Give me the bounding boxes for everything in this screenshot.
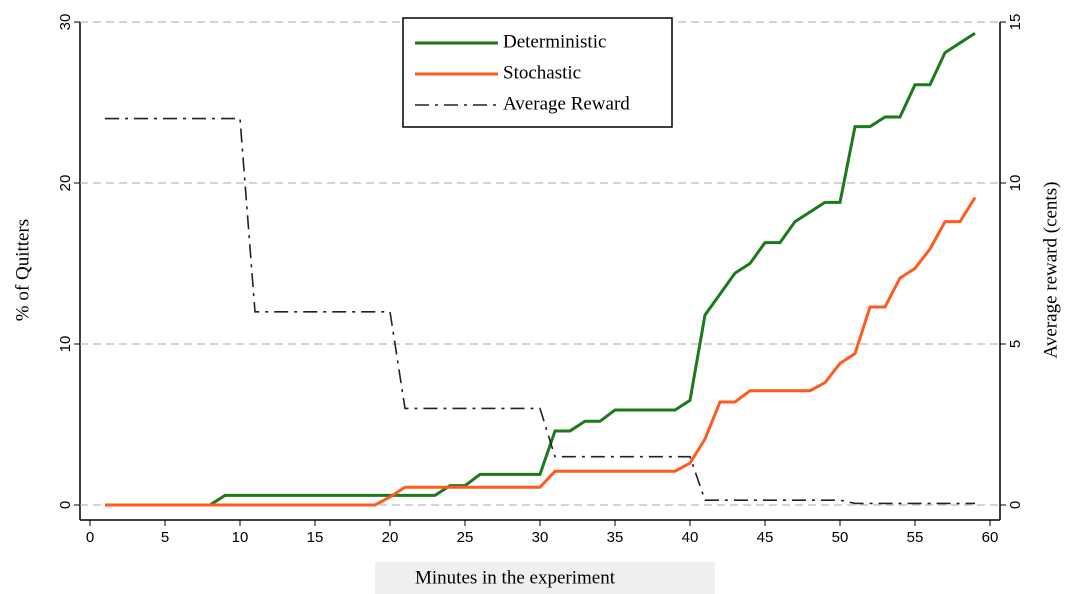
y-tick-label: 0 [57,501,74,509]
x-axis-label: Minutes in the experiment [415,567,616,588]
x-tick-label: 25 [457,529,474,546]
x-tick-label: 10 [232,529,249,546]
legend-label: Average Reward [503,93,630,114]
x-tick-label: 0 [86,529,94,546]
x-tick-label: 45 [757,529,774,546]
x-tick-label: 60 [982,529,999,546]
y2-tick-label: 15 [1007,14,1024,31]
xlabel-box [375,562,715,594]
y-axis-label: % of Quitters [12,219,33,321]
legend-label: Deterministic [503,31,606,52]
y2-tick-label: 0 [1007,501,1024,509]
series-line [105,196,977,507]
y-tick-label: 10 [57,336,74,353]
x-tick-label: 20 [382,529,399,546]
y-tick-label: 20 [57,175,74,192]
y2-tick-label: 10 [1007,175,1024,192]
legend-label: Stochastic [503,62,581,83]
x-tick-label: 55 [907,529,924,546]
y2-tick-label: 5 [1007,340,1024,348]
series-line [105,117,975,505]
x-tick-label: 35 [607,529,624,546]
y2-axis-label: Average reward (cents) [1040,182,1061,359]
y-tick-label: 30 [57,14,74,31]
x-tick-label: 50 [832,529,849,546]
x-tick-label: 30 [532,529,549,546]
x-tick-label: 15 [307,529,324,546]
series-line [105,32,976,507]
x-tick-label: 40 [682,529,699,546]
x-tick-label: 5 [161,529,169,546]
